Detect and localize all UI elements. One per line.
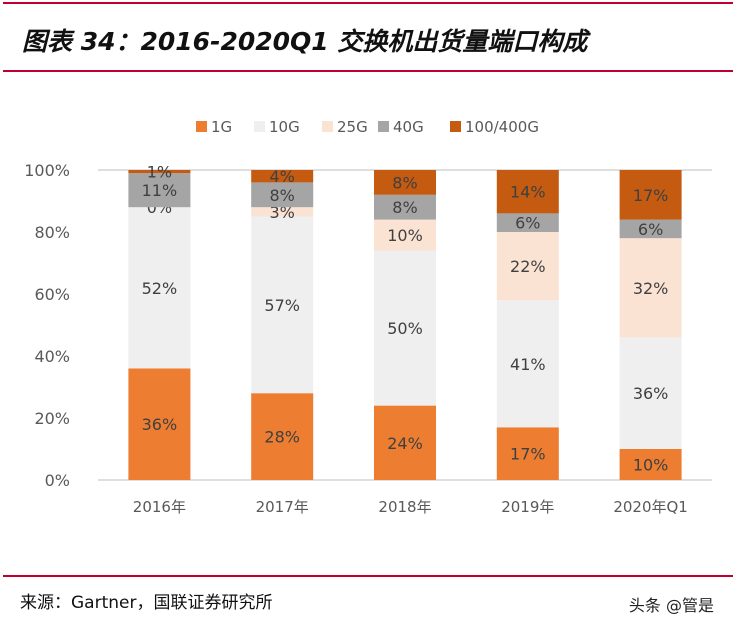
data-label: 36% xyxy=(142,415,178,434)
bar-segment xyxy=(128,173,191,208)
y-tick-label: 80% xyxy=(34,223,70,242)
x-tick-label: 2016年 xyxy=(133,498,186,516)
data-label: 1% xyxy=(147,163,172,182)
data-label: 50% xyxy=(387,319,423,338)
bar-segment xyxy=(251,393,314,480)
data-label: 14% xyxy=(510,183,546,202)
bar-segment xyxy=(374,250,436,406)
data-label: 8% xyxy=(392,198,417,217)
title-divider xyxy=(3,70,733,72)
data-label: 36% xyxy=(633,384,669,403)
x-tick-label: 2017年 xyxy=(256,498,309,516)
bar-segment xyxy=(251,216,314,394)
data-label: 41% xyxy=(510,355,546,374)
y-tick-label: 20% xyxy=(34,409,70,428)
legend-label: 10G xyxy=(269,118,300,136)
data-label: 52% xyxy=(142,279,178,298)
legend-swatch xyxy=(322,121,333,132)
legend-label: 1G xyxy=(211,118,232,136)
bar-segment xyxy=(128,207,191,369)
bar-segment xyxy=(374,219,436,251)
data-label: 3% xyxy=(270,203,295,222)
y-tick-label: 40% xyxy=(34,347,70,366)
legend-label: 25G xyxy=(337,118,368,136)
x-tick-label: 2018年 xyxy=(378,498,431,516)
bar-segment xyxy=(128,368,191,480)
data-label: 17% xyxy=(510,445,546,464)
bar-segment xyxy=(496,213,559,232)
legend-label: 40G xyxy=(393,118,424,136)
footer-divider xyxy=(3,575,733,577)
y-tick-label: 0% xyxy=(45,471,70,490)
bar-segment xyxy=(374,170,436,195)
y-tick-label: 100% xyxy=(24,161,70,180)
x-tick-label: 2019年 xyxy=(501,498,554,516)
bar-segment xyxy=(128,170,191,174)
y-tick-label: 60% xyxy=(34,285,70,304)
bar-segment xyxy=(619,238,682,338)
bar-segment xyxy=(619,170,682,220)
legend-swatch xyxy=(254,121,265,132)
data-label: 4% xyxy=(270,167,295,186)
data-label: 22% xyxy=(510,257,546,276)
data-label: 6% xyxy=(515,214,540,233)
data-label: 8% xyxy=(392,173,417,192)
legend-swatch xyxy=(450,121,461,132)
bar-segment xyxy=(619,449,682,480)
source-note: 来源：Gartner，国联证券研究所 xyxy=(20,593,273,613)
bar-segment xyxy=(374,405,436,480)
bar-segment xyxy=(496,232,559,301)
bar-segment xyxy=(251,207,314,217)
bar-segment xyxy=(619,219,682,239)
bar-segment xyxy=(251,170,314,183)
data-label: 10% xyxy=(633,456,669,475)
watermark: 头条 @管是 xyxy=(628,596,714,615)
bar-segment xyxy=(496,170,559,214)
bar-segment xyxy=(374,194,436,220)
bar-segment xyxy=(496,300,559,428)
x-tick-label: 2020年Q1 xyxy=(613,498,688,516)
legend-swatch xyxy=(378,121,389,132)
data-label: 32% xyxy=(633,279,669,298)
page-title: 图表 34：2016-2020Q1 交换机出货量端口构成 xyxy=(22,27,588,56)
data-label: 28% xyxy=(264,428,300,447)
stacked-bar-chart: 0% 20% 40% 60% 80% 100% 1G 10G 25G 40G 100/400G 36%… xyxy=(24,118,712,516)
data-label: 57% xyxy=(264,296,300,315)
bar-segment xyxy=(619,337,682,449)
bar-segment xyxy=(251,182,314,208)
data-label: 10% xyxy=(387,226,423,245)
data-label: 24% xyxy=(387,434,423,453)
legend-label: 100/400G xyxy=(465,118,539,136)
bar-segment xyxy=(496,427,559,480)
top-border xyxy=(3,2,733,4)
data-label: 17% xyxy=(633,186,669,205)
data-label: 8% xyxy=(270,186,295,205)
data-label: 6% xyxy=(638,220,663,239)
data-label: 11% xyxy=(142,181,178,200)
legend-swatch xyxy=(196,121,207,132)
